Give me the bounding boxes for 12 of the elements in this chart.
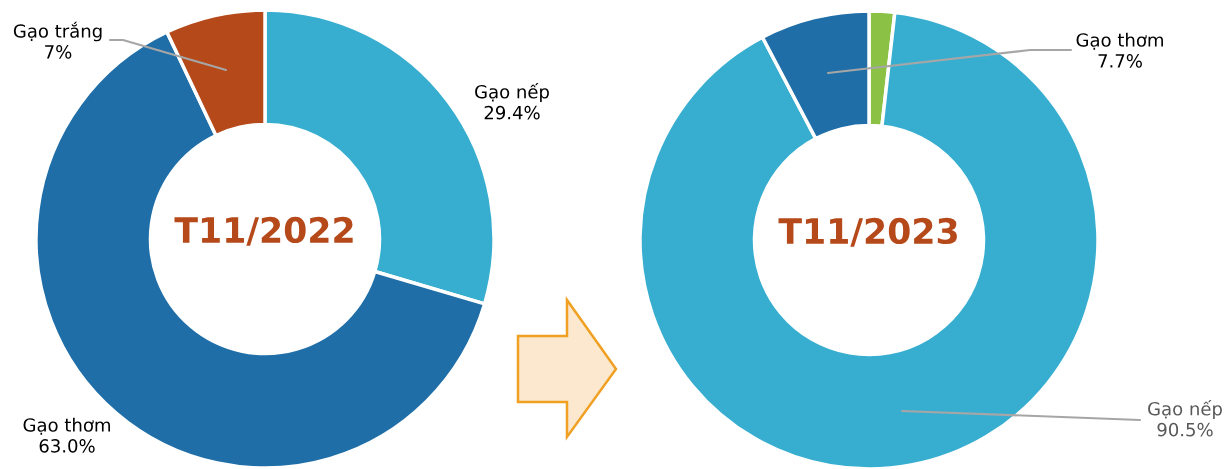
slice-label: Gạo thơm <box>23 417 110 435</box>
data-label: 90.5% <box>1157 422 1213 437</box>
data-label: 7% <box>45 45 72 59</box>
slice-label: Gạo nếp <box>1148 400 1222 420</box>
data-label: 7.7% <box>1098 54 1142 68</box>
data-label: 29.4% <box>484 105 540 120</box>
slice-label: Gạo trắng <box>13 21 102 42</box>
slice-label: Gạo thơm <box>1076 32 1163 50</box>
text: T11/2022 <box>174 216 353 246</box>
text: T11/2023 <box>778 217 957 247</box>
slice-label: Gạo nếp <box>475 83 549 103</box>
data-label: 63.0% <box>39 439 95 453</box>
